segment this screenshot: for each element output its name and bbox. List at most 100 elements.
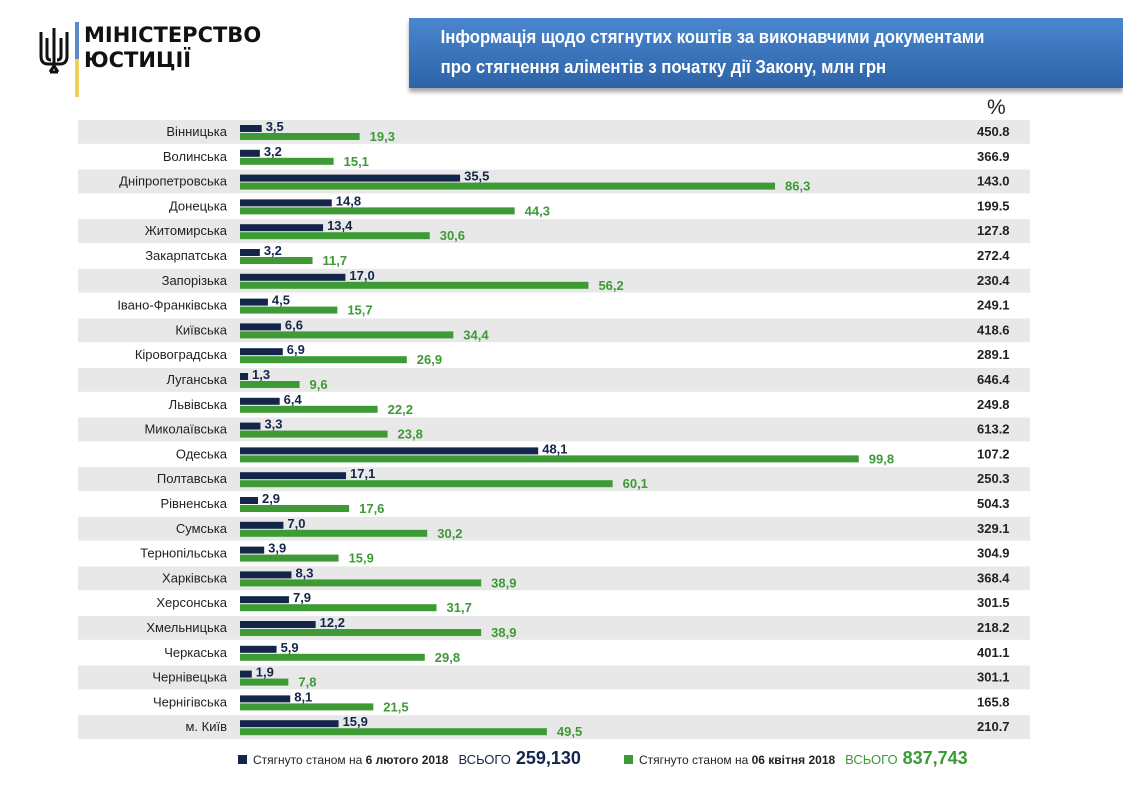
bar-series2 bbox=[240, 703, 374, 711]
bar-series1 bbox=[240, 621, 316, 628]
legend-series2-total: 837,743 bbox=[902, 748, 968, 768]
data-label-series2: 23,8 bbox=[398, 427, 423, 442]
category-label: Одеська bbox=[176, 446, 228, 461]
data-label-series1: 4,5 bbox=[272, 293, 290, 308]
data-label-series2: 15,9 bbox=[349, 551, 374, 566]
data-label-series2: 29,8 bbox=[435, 650, 460, 665]
data-label-series1: 2,9 bbox=[262, 491, 280, 506]
data-label-series2: 34,4 bbox=[463, 327, 489, 342]
trident-icon bbox=[39, 28, 69, 74]
percent-value: 613.2 bbox=[977, 422, 1010, 437]
legend-series1: Стягнуто станом на 6 лютого 2018 ВСЬОГО … bbox=[238, 748, 581, 769]
category-label: Запорізька bbox=[162, 273, 228, 288]
bar-series2 bbox=[240, 207, 515, 215]
bar-series2 bbox=[240, 579, 482, 587]
bar-series1 bbox=[240, 348, 283, 356]
category-label: Чернігівська bbox=[153, 694, 228, 709]
bar-series2 bbox=[240, 728, 547, 736]
bar-series2 bbox=[240, 232, 430, 240]
bar-series2 bbox=[240, 629, 482, 636]
bar-series1 bbox=[240, 298, 268, 306]
data-label-series2: 30,2 bbox=[437, 526, 462, 541]
category-label: Івано-Франківська bbox=[117, 298, 227, 313]
logo-text: МІНІСТЕРСТВО ЮСТИЦІЇ bbox=[84, 23, 261, 73]
bar-series1 bbox=[240, 224, 324, 232]
bar-series1 bbox=[240, 670, 252, 678]
data-label-series1: 7,0 bbox=[287, 516, 305, 531]
legend-series1-date: 6 лютого 2018 bbox=[365, 753, 449, 767]
data-label-series1: 5,9 bbox=[281, 640, 299, 655]
flag-bar bbox=[75, 22, 79, 97]
percent-value: 368.4 bbox=[977, 570, 1010, 585]
percent-value: 289.1 bbox=[977, 347, 1010, 362]
percent-header: % bbox=[987, 96, 1006, 119]
data-label-series1: 3,9 bbox=[268, 541, 286, 556]
legend-series1-total-label: ВСЬОГО bbox=[458, 752, 511, 767]
percent-value: 218.2 bbox=[977, 620, 1010, 635]
data-label-series2: 21,5 bbox=[383, 699, 408, 714]
data-label-series1: 1,3 bbox=[252, 367, 270, 382]
category-label: Житомирська bbox=[145, 223, 228, 238]
bar-series2 bbox=[240, 157, 334, 165]
percent-value: 272.4 bbox=[977, 248, 1010, 263]
percent-value: 418.6 bbox=[977, 322, 1010, 337]
bar-series2 bbox=[240, 281, 589, 289]
legend-swatch-series2 bbox=[624, 755, 633, 764]
data-label-series2: 17,6 bbox=[359, 501, 384, 516]
title-line2: про стягнення аліментів з початку дії За… bbox=[440, 57, 887, 77]
bar-series1 bbox=[240, 497, 258, 504]
data-label-series2: 15,1 bbox=[344, 154, 369, 169]
percent-value: 199.5 bbox=[977, 198, 1010, 213]
title-banner: Інформація щодо стягнутих коштів за вико… bbox=[409, 18, 1123, 88]
data-label-series1: 12,2 bbox=[320, 615, 345, 630]
row-background bbox=[78, 368, 1030, 392]
title-line1: Інформація щодо стягнутих коштів за вико… bbox=[440, 27, 985, 47]
category-label: Вінницька bbox=[166, 124, 227, 139]
data-label-series2: 7,8 bbox=[298, 675, 316, 690]
bar-series2 bbox=[240, 604, 437, 612]
data-label-series1: 8,1 bbox=[294, 689, 312, 704]
data-label-series1: 1,9 bbox=[256, 665, 274, 680]
data-label-series1: 17,1 bbox=[350, 466, 375, 481]
data-label-series2: 44,3 bbox=[525, 203, 550, 218]
category-label: Сумська bbox=[176, 521, 228, 536]
category-label: Черкаська bbox=[164, 645, 228, 660]
bar-series1 bbox=[240, 249, 260, 256]
percent-value: 107.2 bbox=[977, 446, 1010, 461]
bar-series1 bbox=[240, 571, 292, 579]
row-background bbox=[78, 665, 1030, 690]
data-label-series1: 7,9 bbox=[293, 590, 311, 605]
legend-series1-text: Стягнуто станом на bbox=[253, 753, 363, 767]
legend-series2-text: Стягнуто станом на bbox=[639, 753, 749, 767]
data-label-series1: 6,4 bbox=[284, 392, 303, 407]
data-label-series2: 38,9 bbox=[491, 625, 516, 640]
percent-value: 304.9 bbox=[977, 546, 1010, 561]
percent-value: 366.9 bbox=[977, 149, 1010, 164]
data-label-series2: 49,5 bbox=[557, 724, 582, 739]
bar-series2 bbox=[240, 356, 407, 364]
bar-series2 bbox=[240, 505, 350, 512]
percent-value: 301.5 bbox=[977, 595, 1010, 610]
data-label-series1: 3,2 bbox=[264, 144, 282, 159]
bar-series1 bbox=[240, 720, 339, 728]
bar-series2 bbox=[240, 405, 378, 413]
bar-series1 bbox=[240, 596, 289, 604]
category-label: Луганська bbox=[166, 372, 227, 387]
category-label: Чернівецька bbox=[152, 670, 227, 685]
bar-series2 bbox=[240, 306, 338, 314]
bar-series2 bbox=[240, 554, 339, 562]
percent-value: 450.8 bbox=[977, 124, 1010, 139]
category-label: Харківська bbox=[162, 570, 228, 585]
bar-series2 bbox=[240, 529, 428, 537]
bar-series2 bbox=[240, 331, 454, 339]
bar-series1 bbox=[240, 546, 265, 554]
percent-value: 230.4 bbox=[977, 273, 1010, 288]
category-label: Херсонська bbox=[156, 595, 227, 610]
data-label-series2: 56,2 bbox=[598, 278, 623, 293]
category-label: Тернопільська bbox=[140, 546, 228, 561]
bar-series1 bbox=[240, 273, 346, 281]
data-label-series2: 9,6 bbox=[310, 377, 328, 392]
data-label-series1: 13,4 bbox=[327, 218, 353, 233]
bar-series1 bbox=[240, 125, 262, 132]
